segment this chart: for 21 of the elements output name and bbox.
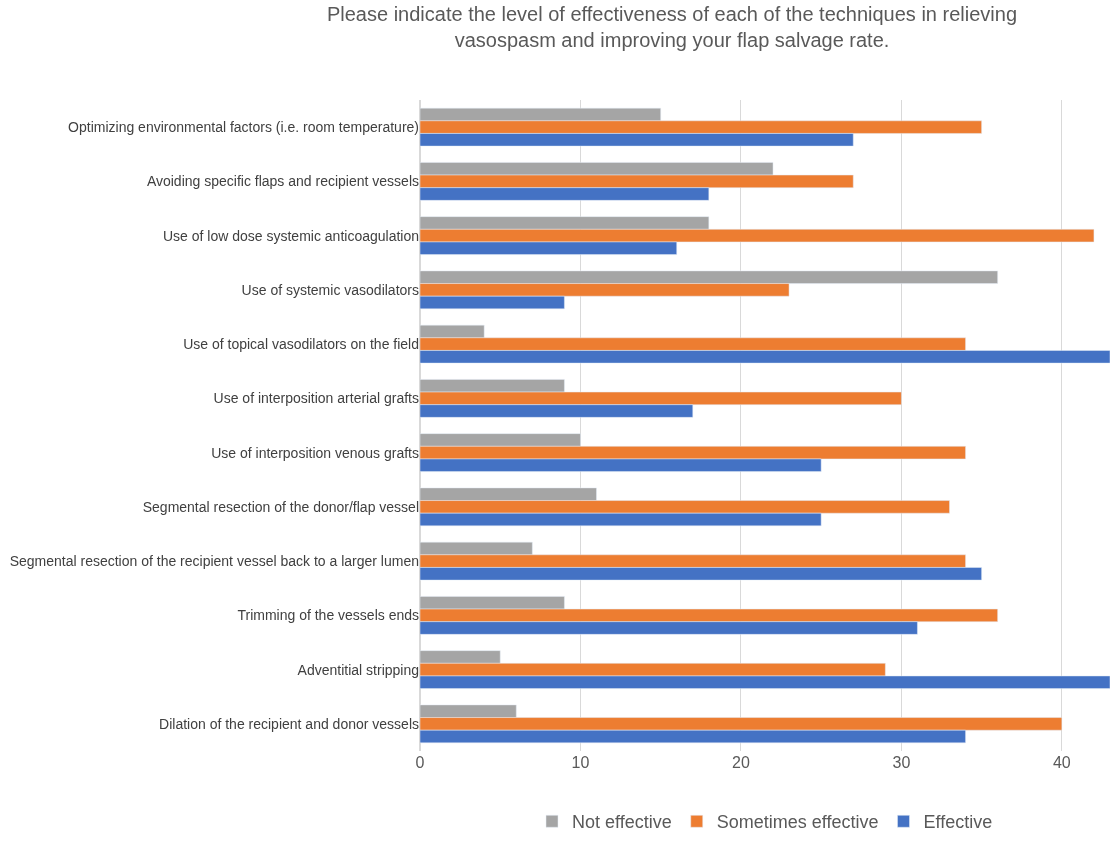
x-tick-label: 30 <box>892 754 911 771</box>
x-tick-label: 20 <box>732 754 750 771</box>
y-tick-label: Use of topical vasodilators on the field <box>183 336 419 353</box>
y-tick-label: Use of systemic vasodilators <box>241 281 419 298</box>
y-tick-label: Trimming of the vessels ends <box>237 607 419 624</box>
y-tick-label: Segmental resection of the recipient vessel back to a larger lumen <box>9 553 419 570</box>
y-tick-label: Use of interposition venous grafts <box>211 444 419 461</box>
y-tick-label: Dilation of the recipient and donor vessels <box>159 715 419 732</box>
x-tick-label: 10 <box>571 754 590 771</box>
y-tick-label: Adventitial stripping <box>297 661 419 678</box>
x-tick-label: 0 <box>415 754 425 771</box>
legend-label: Not effective <box>572 812 672 833</box>
legend-label: Effective <box>923 812 993 833</box>
chart-title: Please indicate the level of effectiveness of each of the techniques in relieving vasospasm and improving your flap salvage rate. <box>326 3 1018 52</box>
y-tick-label: Segmental resection of the donor/flap vessel <box>142 498 419 515</box>
x-tick-label: 40 <box>1052 754 1071 771</box>
y-tick-label: Use of interposition arterial grafts <box>213 390 419 407</box>
legend-label: Sometimes effective <box>716 812 879 833</box>
y-tick-label: Optimizing environmental factors (i.e. room temperature) <box>68 119 419 136</box>
y-tick-label: Use of low dose systemic anticoagulation <box>162 227 419 244</box>
y-tick-label: Avoiding specific flaps and recipient vessels <box>146 173 419 190</box>
